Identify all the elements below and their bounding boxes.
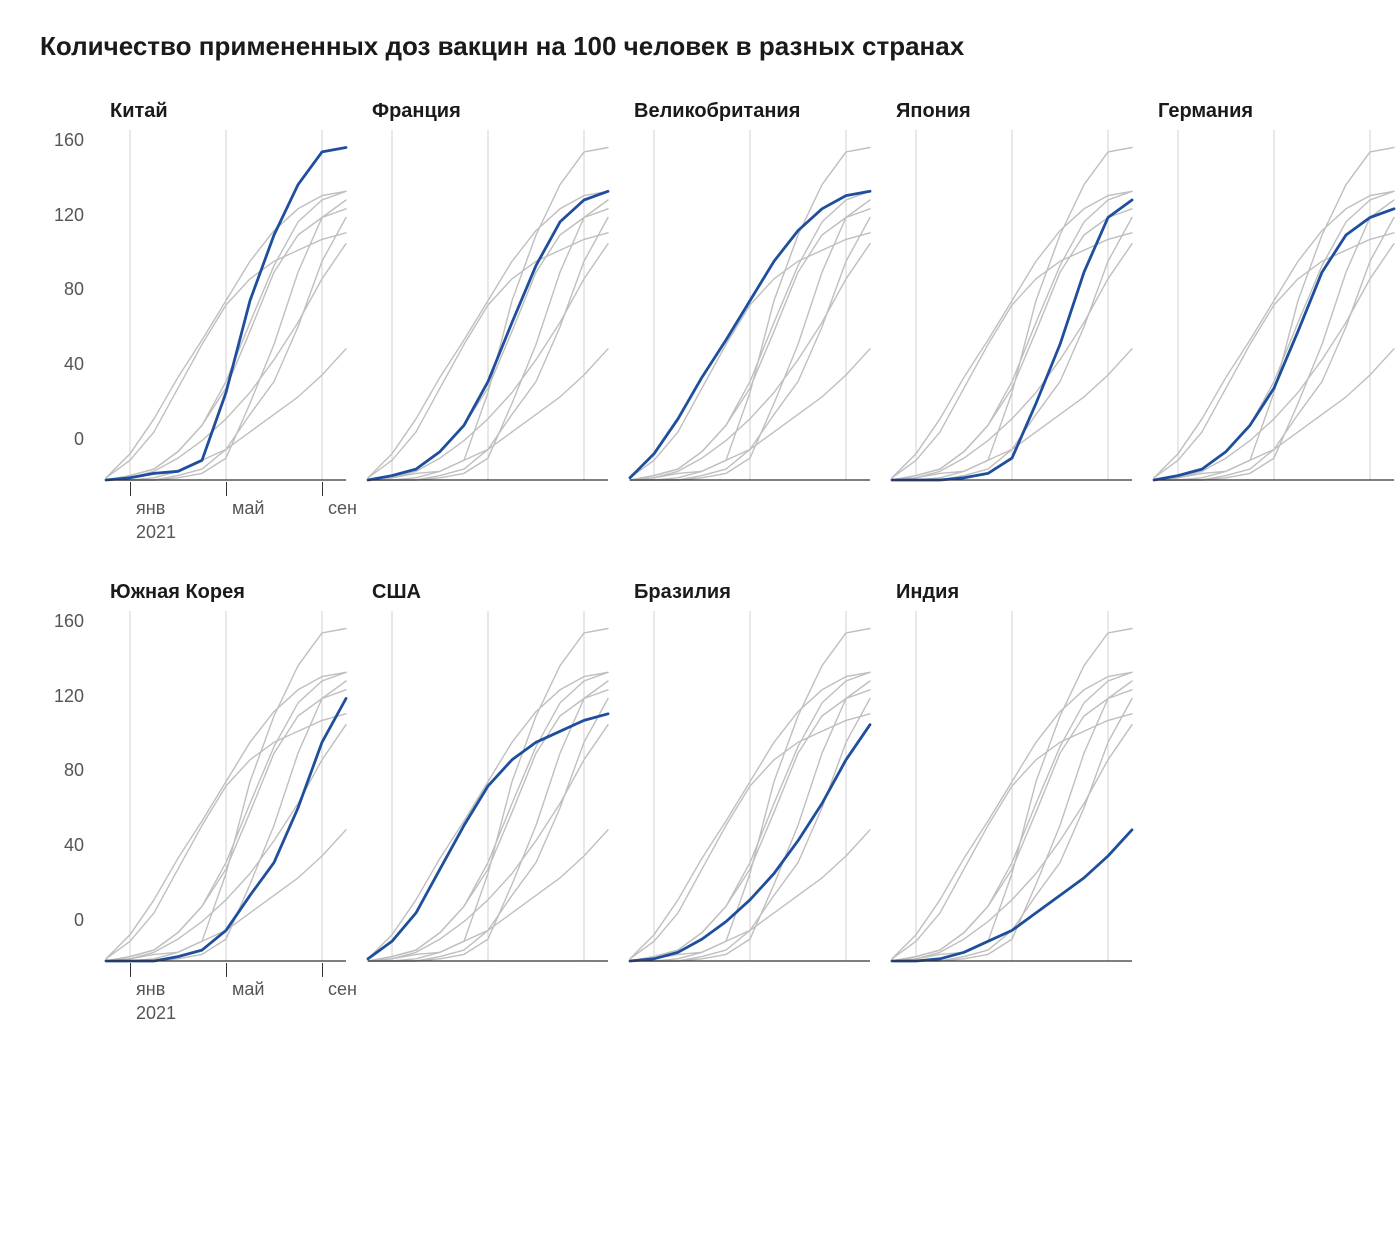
chart-panel: Франция [368, 100, 608, 485]
x-tick-label: сен [328, 498, 357, 519]
panel-title: США [372, 581, 421, 604]
panel-title: Китай [110, 100, 168, 123]
x-tick [322, 963, 323, 977]
chart-panel: Япония [892, 100, 1132, 485]
x-tick [322, 482, 323, 496]
chart-panel: Индия [892, 581, 1132, 966]
panel-plot [368, 130, 608, 480]
x-tick [130, 482, 131, 496]
y-tick-label: 80 [40, 760, 84, 781]
y-axis-labels: 160 120 80 40 0 [40, 100, 84, 450]
chart-panel: США [368, 581, 608, 966]
x-tick-label: янв [136, 498, 165, 519]
panel-plot [106, 611, 346, 961]
x-tick-label: май [232, 498, 264, 519]
chart-panel: Китайянвмайсен2021 [106, 100, 346, 485]
panel-title: Великобритания [634, 100, 800, 123]
x-tick [226, 482, 227, 496]
panel-plot [630, 130, 870, 480]
y-tick-label: 160 [40, 130, 84, 151]
panel-plot [368, 611, 608, 961]
empty-cell [1154, 581, 1394, 966]
x-tick [226, 963, 227, 977]
x-tick-label: янв [136, 979, 165, 1000]
panel-plot [892, 611, 1132, 961]
panel-plot [892, 130, 1132, 480]
y-tick-label: 0 [40, 429, 84, 450]
y-tick-label: 120 [40, 686, 84, 707]
y-tick-label: 0 [40, 910, 84, 931]
panel-title: Индия [896, 581, 959, 604]
y-tick-label: 40 [40, 835, 84, 856]
x-tick-label: май [232, 979, 264, 1000]
panel-title: Бразилия [634, 581, 731, 604]
chart-panel: Южная Кореяянвмайсен2021 [106, 581, 346, 966]
x-axis: янвмайсен2021 [106, 482, 346, 532]
chart-panel: Бразилия [630, 581, 870, 966]
chart-panel: Германия [1154, 100, 1394, 485]
y-tick-label: 80 [40, 279, 84, 300]
y-tick-label: 160 [40, 611, 84, 632]
panel-title: Германия [1158, 100, 1253, 123]
panel-title: Франция [372, 100, 461, 123]
panel-plot [106, 130, 346, 480]
y-tick-label: 120 [40, 205, 84, 226]
panel-plot [630, 611, 870, 961]
chart-panel: Великобритания [630, 100, 870, 485]
x-year-label: 2021 [136, 522, 176, 543]
x-axis: янвмайсен2021 [106, 963, 346, 1013]
panel-title: Япония [896, 100, 971, 123]
y-tick-label: 40 [40, 354, 84, 375]
chart-title: Количество примененных доз вакцин на 100… [40, 30, 1020, 64]
panel-plot [1154, 130, 1394, 480]
x-year-label: 2021 [136, 1003, 176, 1024]
x-tick-label: сен [328, 979, 357, 1000]
small-multiples-grid: 16012080400Китайянвмайсен2021ФранцияВели… [40, 100, 1360, 966]
y-axis-labels: 160 120 80 40 0 [40, 581, 84, 931]
x-tick [130, 963, 131, 977]
panel-title: Южная Корея [110, 581, 245, 604]
